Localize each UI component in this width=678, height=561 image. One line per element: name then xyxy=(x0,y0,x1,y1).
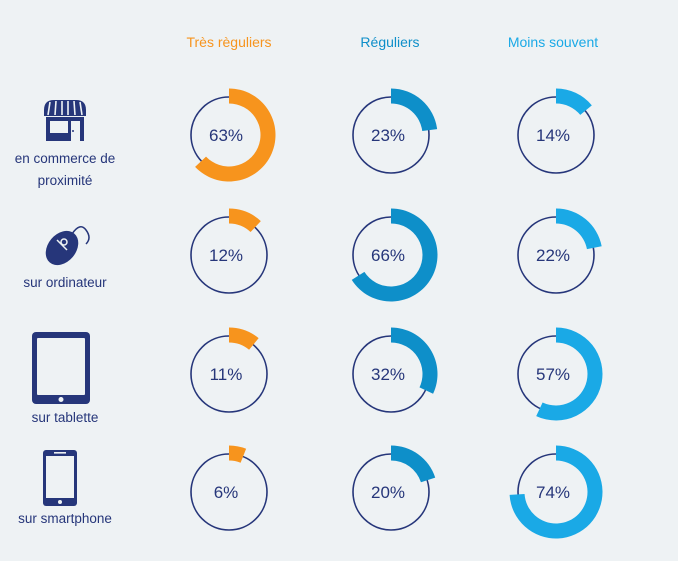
smartphone-icon xyxy=(43,450,77,506)
donut-arc xyxy=(391,88,438,132)
column-header-moins-souvent: Moins souvent xyxy=(507,34,599,50)
donut-value-label: 66% xyxy=(371,246,405,265)
donut-value-label: 57% xyxy=(536,365,570,384)
computer-mouse-icon xyxy=(45,226,90,266)
donut-arc xyxy=(229,208,261,233)
donut-arc xyxy=(391,327,438,394)
donut-value-label: 14% xyxy=(536,126,570,145)
row-label-commerce: en commerce de proximité xyxy=(14,151,116,188)
column-header-tres-reguliers: Très règuliers xyxy=(186,34,272,50)
donut-arc xyxy=(391,445,436,483)
donut-value-label: 6% xyxy=(214,483,239,502)
donut-value-label: 32% xyxy=(371,365,405,384)
column-header-reguliers: Réguliers xyxy=(360,34,420,50)
donut-value-label: 12% xyxy=(209,246,243,265)
donut-value-label: 22% xyxy=(536,246,570,265)
row-label-smartphone: sur smartphone xyxy=(18,511,112,526)
tablet-icon xyxy=(32,332,90,404)
donut-value-label: 74% xyxy=(536,483,570,502)
donut-arc xyxy=(229,445,247,463)
donut-value-label: 23% xyxy=(371,126,405,145)
donut-arc xyxy=(556,88,592,115)
donut-arc xyxy=(351,208,438,302)
donut-arc xyxy=(195,88,276,182)
donut-arc xyxy=(229,327,259,350)
donut-value-label: 63% xyxy=(209,126,243,145)
donut-arc xyxy=(556,208,602,250)
donut-arc xyxy=(509,445,603,539)
shop-icon xyxy=(44,100,86,141)
donut-value-label: 11% xyxy=(210,365,243,384)
donut-value-label: 20% xyxy=(371,483,405,502)
row-label-tablette: sur tablette xyxy=(31,410,99,425)
donut-arc xyxy=(536,327,603,421)
row-label-ordinateur: sur ordinateur xyxy=(23,275,107,290)
